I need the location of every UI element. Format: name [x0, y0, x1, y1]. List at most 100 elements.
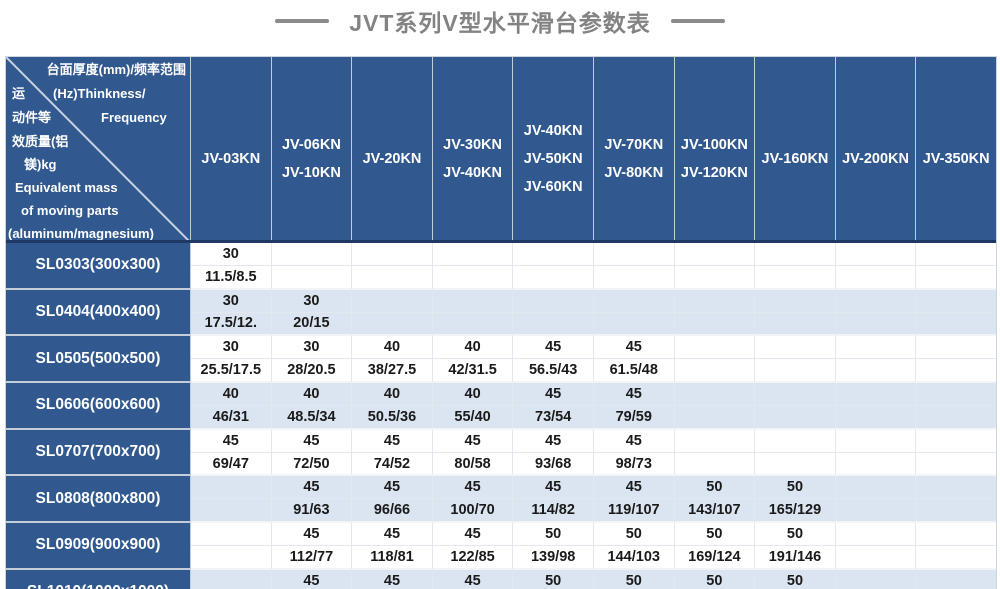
row-label: SL0606(600x600) [6, 383, 191, 430]
mass-value [191, 546, 271, 568]
data-cell [835, 383, 917, 430]
mass-value [836, 546, 916, 568]
mass-value [433, 266, 513, 288]
corner-header-text-line: 运 [12, 86, 26, 101]
mass-value [675, 313, 755, 335]
thickness-value [593, 243, 674, 266]
data-cell [674, 429, 756, 477]
column-header-0: JV-03KN [191, 57, 272, 240]
thickness-value [755, 430, 835, 453]
row-label: SL0505(500x500) [6, 336, 191, 384]
mass-value: 69/47 [212, 455, 249, 472]
mass-value: 38/27.5 [367, 362, 417, 379]
title-dash-right-icon [670, 19, 725, 23]
thickness-value: 45 [513, 430, 593, 453]
data-cell [513, 243, 594, 290]
thickness-value [835, 243, 916, 266]
mass-value [433, 313, 513, 335]
mass-value: 100/70 [450, 502, 495, 519]
data-cell [513, 289, 594, 337]
table-row: SL0303(300x300) 30 11.5/8.5 [6, 243, 996, 290]
thickness-value [755, 336, 835, 360]
column-header-label: JV-06KN [281, 136, 341, 153]
corner-header-text-line: Frequency [101, 110, 167, 125]
thickness-value: 40 [271, 383, 352, 406]
thickness-value: 50 [513, 523, 593, 546]
data-cell: 50 139/98 [513, 523, 594, 570]
thickness-value: 45 [513, 476, 593, 500]
mass-value: 114/82 [531, 502, 575, 519]
mass-value: 55/40 [454, 408, 491, 425]
thickness-value [432, 290, 513, 313]
column-header-8: JV-200KN [835, 57, 917, 240]
mass-value: 139/98 [530, 548, 576, 565]
mass-value [675, 406, 755, 428]
mass-value: 191/146 [768, 548, 822, 565]
data-cell: 45 79/59 [593, 383, 675, 430]
thickness-value: 50 [755, 476, 835, 500]
thickness-value: 50 [594, 570, 674, 589]
data-cell [835, 476, 917, 524]
thickness-value [916, 476, 996, 500]
data-cell [432, 289, 514, 337]
column-header-label: JV-160KN [761, 150, 829, 167]
mass-value [836, 313, 916, 335]
mass-value [836, 499, 916, 521]
mass-value [675, 359, 755, 381]
thickness-value [916, 290, 996, 313]
data-cell [755, 336, 836, 384]
column-header-label: JV-60KN [523, 178, 583, 195]
data-cell: 45 56.5/43 [513, 336, 594, 384]
mass-value: 79/59 [615, 408, 652, 425]
data-cell: 50 [755, 569, 836, 589]
table-row: SL0606(600x600) 40 46/31 40 48.5/34 40 50.5/36… [6, 383, 996, 430]
thickness-value [191, 570, 271, 589]
thickness-value [352, 290, 432, 313]
mass-value [916, 313, 996, 335]
column-header-label: JV-20KN [362, 150, 422, 167]
thickness-value [352, 243, 432, 266]
mass-value: 122/85 [450, 548, 495, 565]
column-header-label: JV-70KN [604, 136, 664, 153]
mass-value [836, 453, 916, 475]
data-cell [835, 243, 917, 290]
data-cell [352, 243, 433, 290]
mass-value [513, 313, 593, 335]
data-cell [271, 243, 353, 290]
thickness-value: 45 [513, 383, 593, 406]
data-cell: 45 98/73 [593, 429, 675, 477]
thickness-value [835, 290, 916, 313]
corner-header-cell: 台面厚度(mm)/频率范围 (Hz)Thinkness/Frequency 运动件等… [6, 57, 191, 240]
data-cell [191, 476, 272, 524]
thickness-value: 30 [191, 290, 271, 313]
column-header-3: JV-30KN JV-40KN [432, 57, 514, 240]
thickness-value: 40 [432, 336, 513, 360]
data-cell [191, 569, 272, 589]
data-cell: 45 72/50 [271, 429, 353, 477]
thickness-value [916, 336, 996, 360]
thickness-value [674, 336, 755, 360]
mass-value [836, 266, 916, 288]
data-cell: 30 25.5/17.5 [191, 336, 272, 384]
mass-value: 118/81 [370, 548, 414, 565]
thickness-value: 45 [271, 523, 352, 546]
mass-value [272, 266, 352, 288]
column-header-1: JV-06KN JV-10KN [271, 57, 353, 240]
thickness-value [755, 383, 835, 406]
column-header-label: JV-100KN [680, 136, 748, 153]
data-cell: 45 118/81 [352, 523, 433, 570]
data-cell: 40 46/31 [191, 383, 272, 430]
mass-value [594, 313, 674, 335]
thickness-value: 45 [432, 476, 513, 500]
thickness-value: 45 [271, 430, 352, 453]
row-label: SL0303(300x300) [6, 243, 191, 290]
table-row: SL0909(900x900) 45 112/77 45 118/81 45 122/85 5… [6, 523, 996, 570]
thickness-value: 30 [191, 336, 271, 360]
page-title-bar: JVT系列V型水平滑台参数表 [0, 0, 1000, 42]
thickness-value: 50 [674, 476, 755, 500]
thickness-value: 45 [352, 476, 432, 500]
corner-header-text-line: 镁)kg [24, 157, 57, 172]
mass-value [513, 266, 593, 288]
data-cell: 40 38/27.5 [352, 336, 433, 384]
